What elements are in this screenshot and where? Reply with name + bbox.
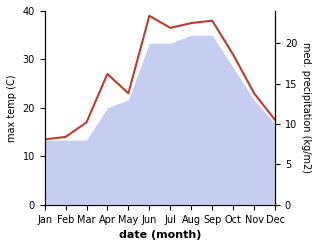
Y-axis label: med. precipitation (kg/m2): med. precipitation (kg/m2) — [301, 42, 311, 173]
X-axis label: date (month): date (month) — [119, 230, 201, 240]
Y-axis label: max temp (C): max temp (C) — [7, 74, 17, 142]
